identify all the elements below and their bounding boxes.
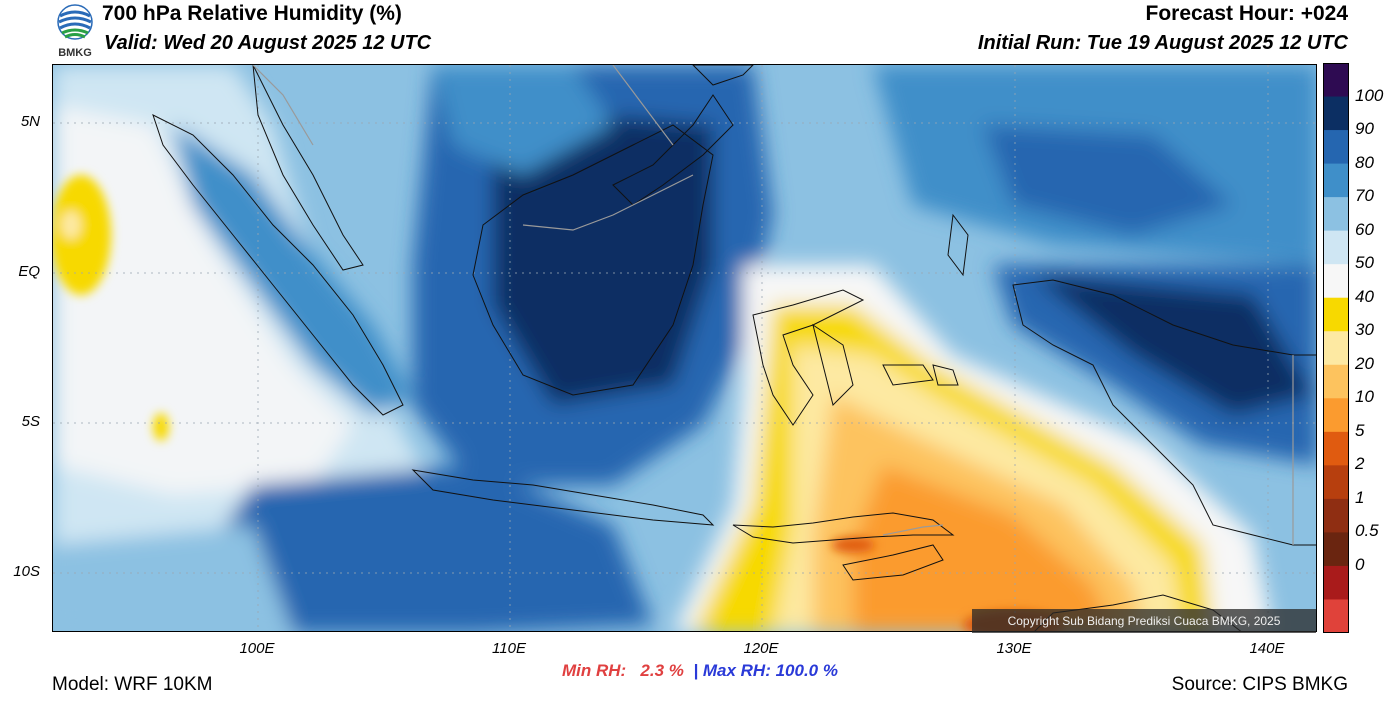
colorbar-label: 40 — [1355, 286, 1374, 306]
colorbar-label: 1 — [1355, 487, 1365, 507]
lat-label-5s: 5S — [21, 413, 40, 430]
lat-label-5n: 5N — [20, 113, 40, 130]
forecast-hour: Forecast Hour: +024 — [1145, 2, 1349, 25]
colorbar-swatch — [1323, 63, 1349, 98]
colorbar-swatch — [1323, 163, 1349, 198]
min-rh-value: 2.3 % — [640, 661, 684, 680]
colorbar-swatch — [1323, 130, 1349, 165]
max-rh-value: 100.0 % — [775, 661, 838, 680]
lon-label-130e: 130E — [996, 640, 1032, 657]
lon-label-100e: 100E — [239, 640, 275, 657]
colorbar-label: 5 — [1355, 420, 1365, 440]
max-rh-label: Max RH: — [702, 661, 771, 680]
colorbar-swatch — [1323, 197, 1349, 232]
colorbar-swatch — [1323, 565, 1349, 600]
colorbar-swatch — [1323, 96, 1349, 131]
lon-label-110e: 110E — [492, 640, 526, 657]
colorbar-label: 60 — [1355, 219, 1374, 239]
valid-time: Valid: Wed 20 August 2025 12 UTC — [104, 32, 432, 54]
colorbar-swatch — [1323, 398, 1349, 433]
colorbar-label: 0.5 — [1355, 521, 1379, 541]
lat-label-eq: EQ — [18, 263, 40, 280]
stats-separator: | — [693, 661, 699, 680]
colorbar-swatch — [1323, 431, 1349, 466]
colorbar-swatch — [1323, 498, 1349, 533]
chart-title: 700 hPa Relative Humidity (%) — [102, 2, 402, 25]
model-name: Model: WRF 10KM — [52, 674, 213, 695]
lon-label-140e: 140E — [1249, 640, 1285, 657]
colorbar-swatch — [1323, 230, 1349, 265]
min-rh-label: Min RH: — [562, 661, 627, 680]
logo-label: BMKG — [58, 47, 92, 59]
colorbar-label: 30 — [1355, 320, 1374, 340]
colorbar-swatch — [1323, 297, 1349, 332]
colorbar-swatch — [1323, 599, 1349, 634]
lat-label-10s: 10S — [13, 563, 40, 580]
colorbar-label: 10 — [1355, 387, 1374, 407]
colorbar-swatch — [1323, 264, 1349, 299]
humidity-map — [52, 64, 1317, 632]
colorbar-label: 90 — [1355, 119, 1374, 139]
bmkg-logo — [52, 2, 98, 60]
data-source: Source: CIPS BMKG — [1171, 674, 1348, 695]
colorbar-label: 70 — [1355, 186, 1374, 206]
colorbar-swatch — [1323, 465, 1349, 500]
colorbar-label: 80 — [1355, 152, 1374, 172]
colorbar-swatch — [1323, 364, 1349, 399]
initial-run: Initial Run: Tue 19 August 2025 12 UTC — [977, 32, 1348, 54]
lon-label-120e: 120E — [743, 640, 779, 657]
colorbar-swatch — [1323, 532, 1349, 567]
colorbar-label: 50 — [1355, 253, 1374, 273]
colorbar-swatch — [1323, 331, 1349, 366]
copyright-note: Copyright Sub Bidang Prediksi Cuaca BMKG… — [972, 609, 1316, 633]
colorbar-label: 0 — [1355, 554, 1365, 574]
colorbar-label: 2 — [1355, 454, 1365, 474]
colorbar-label: 100 — [1355, 85, 1384, 105]
colorbar-label: 20 — [1355, 353, 1374, 373]
colorbar — [1323, 63, 1349, 634]
humidity-field — [53, 65, 1316, 631]
borders — [252, 65, 1294, 545]
rh-stats: Min RH: 2.3 % | Max RH: 100.0 % — [0, 661, 1400, 681]
